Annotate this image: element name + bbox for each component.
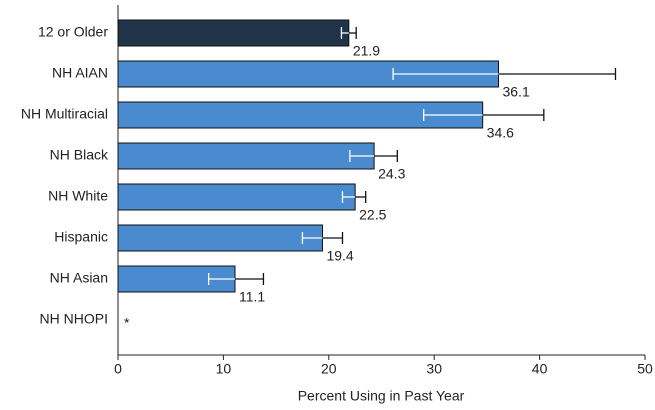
value-label: 34.6 [487, 125, 514, 141]
error-bar [423, 109, 545, 121]
y-tick-label: NH AIAN [52, 65, 108, 81]
x-tick-label: 10 [216, 361, 232, 377]
value-label: 22.5 [359, 207, 386, 223]
value-label: 36.1 [502, 84, 529, 100]
bar [117, 142, 375, 170]
y-tick-label: 12 or Older [38, 24, 108, 40]
y-tick-label: NH NHOPI [40, 311, 108, 327]
value-label: * [124, 315, 130, 331]
x-tick-label: 20 [321, 361, 337, 377]
value-label: 24.3 [378, 166, 405, 182]
error-bar [349, 150, 398, 162]
value-label: 19.4 [326, 248, 353, 264]
y-tick-label: NH Black [50, 147, 109, 163]
error-bar [207, 273, 265, 285]
y-tick-label: NH White [48, 188, 108, 204]
error-bar [301, 232, 344, 244]
x-tick-label: 40 [532, 361, 548, 377]
x-axis-label: Percent Using in Past Year [298, 388, 465, 404]
error-bar [340, 27, 357, 39]
x-tick-label: 0 [114, 361, 122, 377]
bar [117, 19, 350, 47]
error-bar [341, 191, 367, 203]
x-tick-label: 50 [637, 361, 653, 377]
y-tick-label: Hispanic [54, 229, 108, 245]
y-tick-label: NH Multiracial [21, 106, 108, 122]
bar [117, 224, 323, 252]
bar [117, 183, 356, 211]
value-label: 21.9 [353, 43, 380, 59]
error-bar [392, 68, 617, 80]
y-tick-label: NH Asian [50, 270, 108, 286]
bar [117, 101, 484, 129]
value-label: 11.1 [239, 289, 265, 305]
x-tick-label: 30 [426, 361, 442, 377]
